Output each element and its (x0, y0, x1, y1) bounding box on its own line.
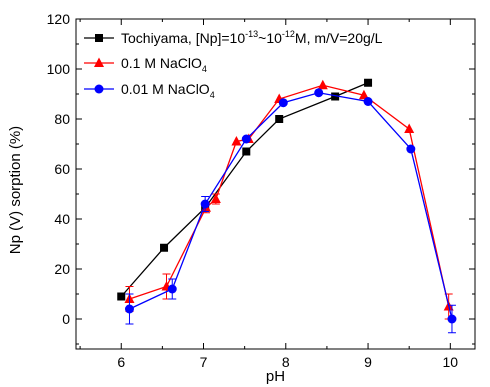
data-point-square (117, 292, 126, 301)
data-point-square (160, 243, 169, 252)
data-point-square (331, 92, 340, 101)
series-line (120, 82, 369, 297)
data-point-circle (167, 284, 177, 294)
data-point-square (364, 78, 373, 87)
series-1 (117, 78, 373, 301)
data-point-circle (200, 199, 210, 209)
data-point-triangle (210, 193, 221, 203)
data-point-square (275, 115, 284, 123)
x-tick-label: 9 (364, 354, 372, 370)
series-line (129, 84, 450, 307)
plot-frame (75, 18, 476, 350)
data-point-circle (241, 134, 251, 144)
y-tick-label: 40 (54, 211, 70, 227)
y-tick-label: 80 (54, 111, 70, 127)
series-line (129, 92, 453, 320)
x-axis-label: pH (266, 368, 285, 385)
data-point-triangle (317, 79, 328, 90)
legend: Tochiyama, [Np]=10-13~10-12M, m/V=20g/L 0… (84, 29, 383, 100)
legend-entry-3: 0.01 M NaClO4 (84, 81, 215, 100)
legend-entry-1: Tochiyama, [Np]=10-13~10-12M, m/V=20g/L (84, 29, 383, 46)
legend-entry-2: 0.1 M NaClO4 (84, 55, 207, 74)
legend-label: Tochiyama, [Np]=10-13~10-12M, m/V=20g/L (121, 29, 383, 46)
data-point-triangle (404, 123, 415, 133)
data-point-circle (447, 314, 457, 324)
series-3 (124, 88, 457, 334)
data-point-circle (314, 88, 324, 98)
x-tick-label: 10 (443, 354, 459, 370)
plot-series (117, 78, 457, 334)
y-axis-label: Np (V) sorption (%) (7, 126, 24, 254)
x-tick-label: 8 (282, 354, 290, 370)
data-point-triangle (94, 57, 104, 67)
y-tick-label: 0 (62, 311, 70, 327)
x-tick-label: 6 (117, 354, 125, 370)
data-point-circle (406, 144, 416, 154)
y-tick-label: 100 (47, 61, 71, 77)
x-tick-label: 7 (200, 354, 208, 370)
data-point-triangle (231, 136, 242, 146)
y-tick-label: 120 (47, 11, 71, 27)
data-point-circle (363, 97, 373, 106)
legend-label: 0.1 M NaClO4 (121, 55, 207, 74)
data-point-triangle (358, 89, 369, 100)
data-point-circle (278, 98, 288, 108)
y-tick-label: 20 (54, 261, 70, 277)
legend-label: 0.01 M NaClO4 (121, 81, 215, 100)
data-point-circle (94, 84, 104, 94)
data-point-circle (124, 304, 134, 314)
y-tick-label: 60 (54, 161, 70, 177)
data-point-square (242, 147, 251, 156)
data-point-square (95, 34, 103, 42)
